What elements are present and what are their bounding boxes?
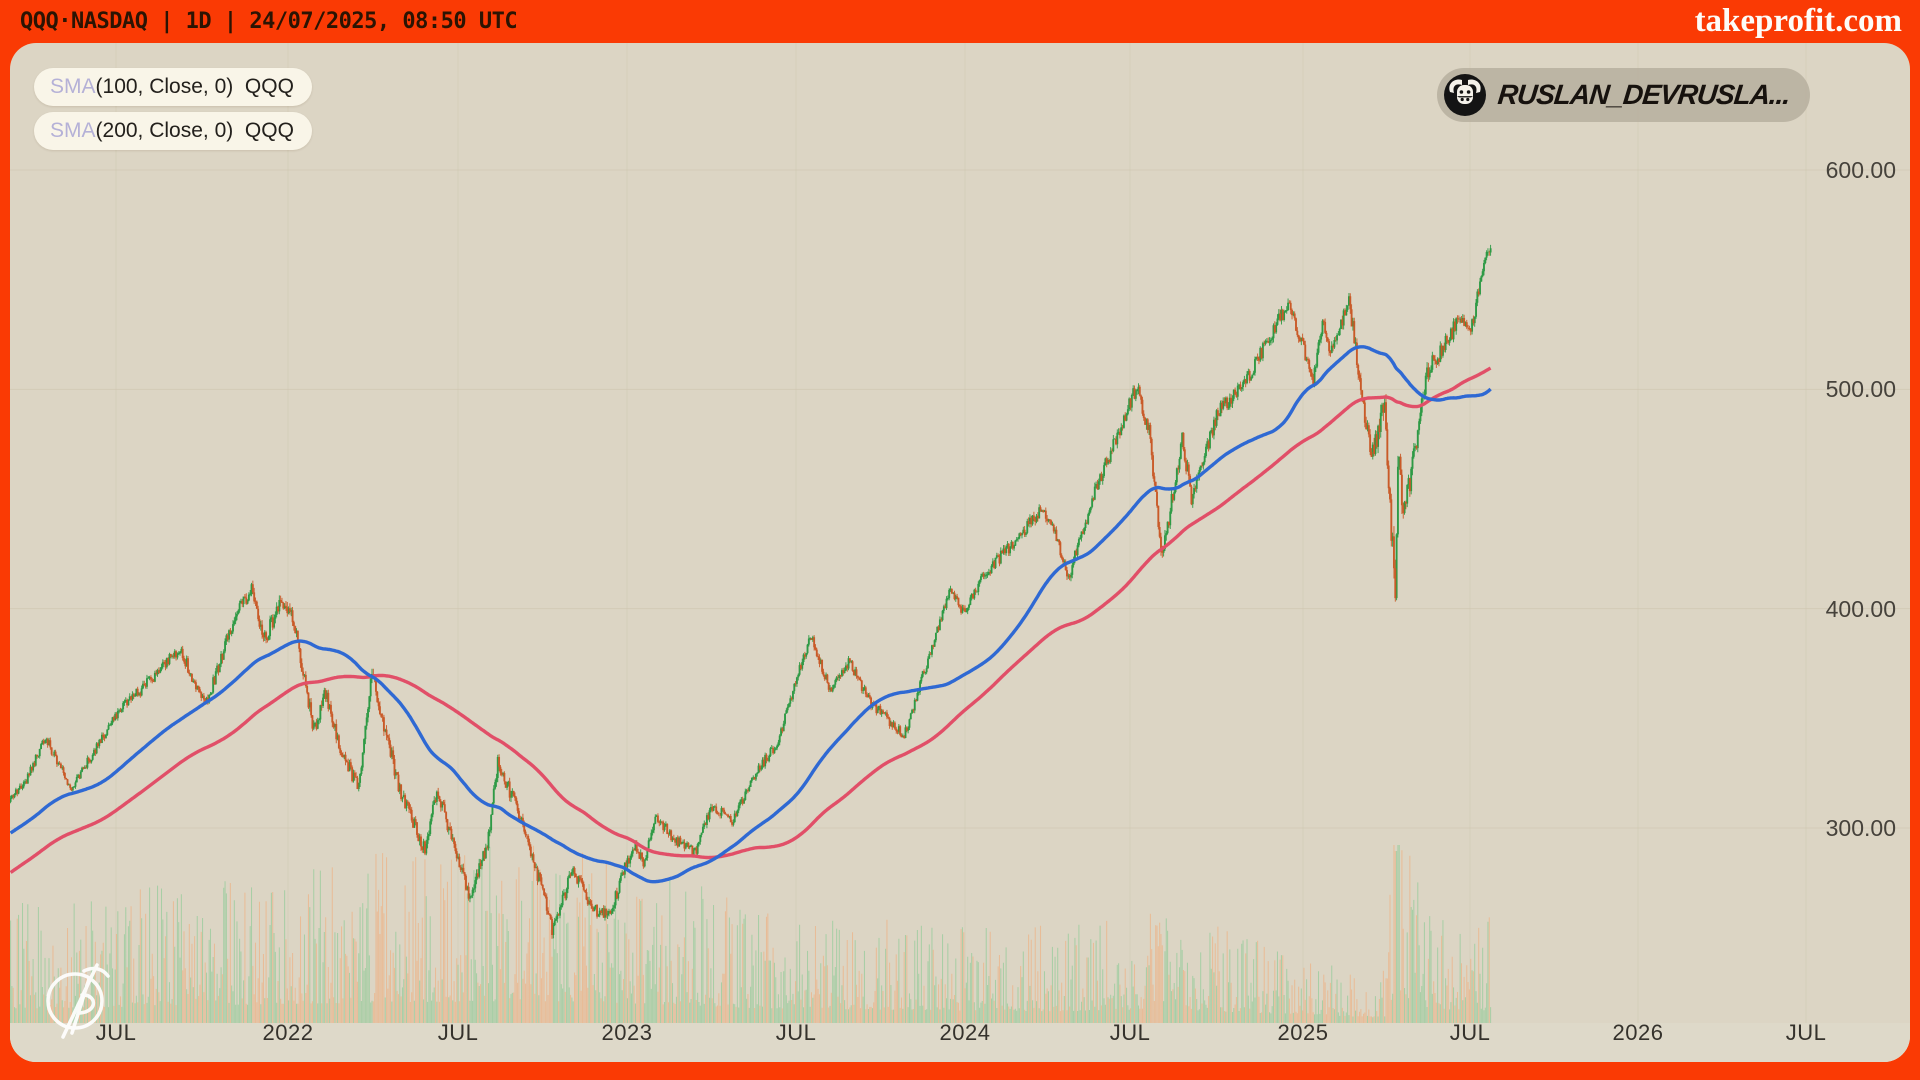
time-axis-label: JUL [775,1020,817,1045]
indicator-params: (100, Close, 0) [95,75,234,98]
sma-200-line [10,366,1492,874]
indicator-name: SMA [50,119,96,142]
indicator-symbol: QQQ [244,75,294,98]
username-label: RUSLAN_DEVRUSLA... [1496,79,1792,110]
candle-bodies-down [12,252,1491,935]
time-axis-label: 2023 [601,1020,653,1045]
candle-bodies-up [10,248,1492,935]
time-axis-label: JUL [437,1020,479,1045]
indicator-name: SMA [50,75,96,98]
sma-100-line [10,345,1492,884]
time-axis-label: 2024 [939,1020,991,1045]
volume-bars-up [10,845,1492,1023]
time-axis-label: JUL [95,1020,137,1045]
axis-band [10,1023,1910,1062]
time-axis-label: JUL [1449,1020,1491,1045]
time-axis-label: 2026 [1612,1020,1664,1045]
user-badge[interactable]: RUSLAN_DEVRUSLA... [1437,68,1810,122]
candle-wicks-down [12,250,1490,939]
indicator-legend-sma200[interactable]: SMA (200, Close, 0) QQQ [34,112,312,150]
bull-avatar-icon [1444,74,1486,116]
symbol-timeframe-datetime: QQQ·NASDAQ | 1D | 24/07/2025, 08:50 UTC [20,9,518,34]
top-banner: QQQ·NASDAQ | 1D | 24/07/2025, 08:50 UTC … [0,0,1920,43]
indicator-legend-sma100[interactable]: SMA (100, Close, 0) QQQ [34,68,312,106]
takeprofit-watermark-logo [46,963,110,1039]
chart-plot-area[interactable] [10,43,1910,1062]
price-axis-label: 400.00 [1825,595,1896,622]
indicator-params: (200, Close, 0) [95,119,234,142]
price-axis-label: 600.00 [1825,157,1896,183]
time-axis-label: 2022 [262,1020,314,1045]
time-axis-label: 2025 [1277,1020,1329,1045]
brand-logo-text: takeprofit.com [1694,3,1902,39]
time-axis-label: JUL [1785,1020,1827,1045]
time-axis-label: JUL [1109,1020,1151,1045]
chart-panel: SMA (100, Close, 0) QQQ SMA (200, Close, 0… [10,43,1910,1062]
candle-wicks-up [10,244,1492,939]
volume-bars-down [12,845,1490,1023]
price-axis-label: 300.00 [1825,815,1896,841]
price-axis-label: 500.00 [1825,376,1896,403]
indicator-symbol: QQQ [244,119,294,142]
